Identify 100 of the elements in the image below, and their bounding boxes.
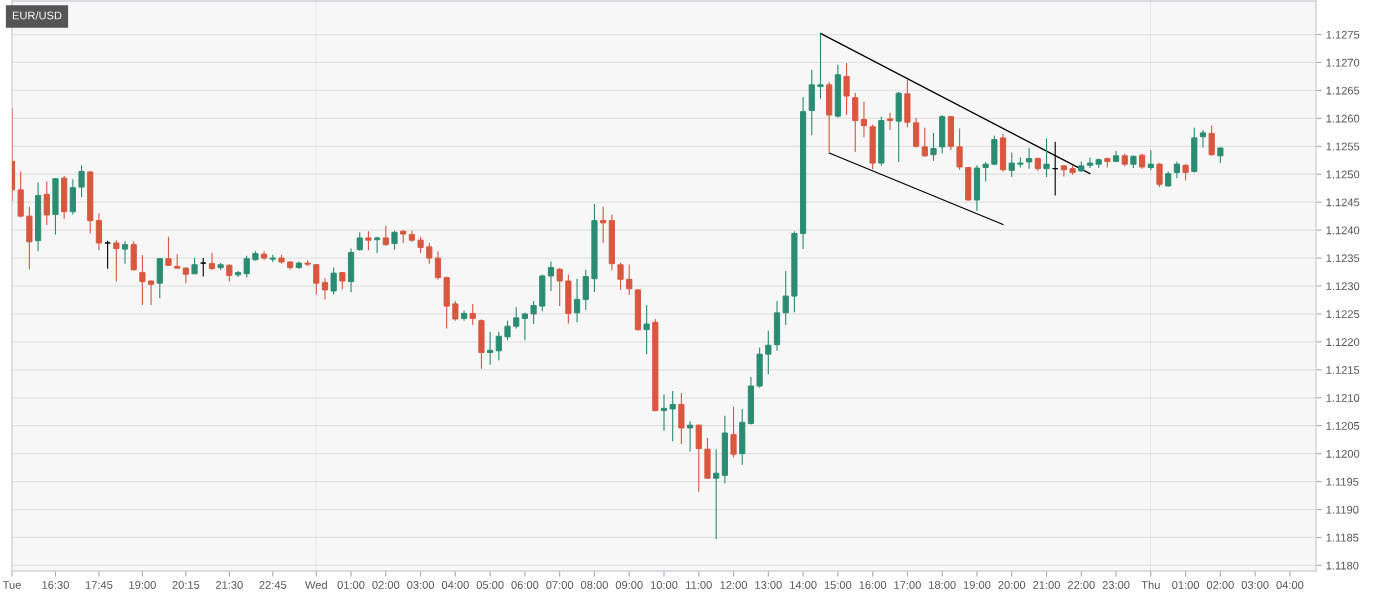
candlestick — [495, 331, 502, 361]
candlestick — [956, 127, 963, 171]
candlestick — [556, 267, 563, 307]
y-tick-label: 1.1245 — [1326, 198, 1360, 207]
x-tick-label: 20:00 — [998, 581, 1026, 589]
candlestick — [95, 212, 103, 251]
candlestick — [582, 269, 589, 311]
x-tick-label: 07:00 — [546, 581, 574, 589]
y-tick-label: 1.1270 — [1326, 58, 1360, 67]
y-tick-label: 1.1275 — [1326, 30, 1360, 39]
x-tick-label: 02:00 — [1206, 581, 1234, 589]
y-tick-label: 1.1255 — [1326, 142, 1360, 151]
x-tick-label: 22:00 — [1067, 581, 1095, 589]
candlestick — [521, 312, 528, 341]
candlestick — [1043, 137, 1050, 178]
x-tick-label: 16:30 — [42, 581, 69, 589]
x-tick-label: 01:00 — [1172, 581, 1200, 589]
x-tick-label: Thu — [1141, 580, 1160, 589]
candlestick — [713, 448, 720, 540]
candlestick — [139, 254, 146, 306]
candlestick — [573, 278, 581, 323]
x-tick-label: 19:00 — [129, 581, 156, 589]
x-tick-label: 06:00 — [511, 581, 539, 589]
x-tick-label: 03:00 — [407, 581, 435, 589]
candlestick — [686, 420, 694, 452]
candlestick — [208, 252, 216, 271]
candlestick — [817, 32, 824, 100]
candlestick — [504, 320, 511, 341]
candlestick — [843, 62, 850, 116]
y-tick-label: 1.1230 — [1326, 282, 1360, 291]
candlestick — [391, 230, 398, 251]
candlestick — [182, 267, 189, 284]
candlestick — [1147, 149, 1154, 171]
candlestick — [165, 236, 172, 267]
candlestick — [321, 277, 329, 300]
x-tick-label: 10:00 — [650, 581, 678, 589]
candlestick — [374, 236, 381, 254]
y-tick-label: 1.1240 — [1326, 226, 1360, 235]
candlestick — [669, 390, 676, 442]
candlestick — [426, 242, 433, 265]
candlestick — [1199, 129, 1207, 148]
candlestick — [860, 101, 868, 138]
text: EUR/USD — [12, 11, 62, 20]
candlestick — [1060, 164, 1067, 178]
x-tick-label: 03:00 — [1241, 581, 1269, 589]
x-tick-label: 08:00 — [580, 581, 608, 589]
x-tick-label: 02:00 — [372, 581, 400, 589]
candlestick — [852, 92, 859, 153]
candlestick — [600, 206, 607, 244]
y-tick-label: 1.1250 — [1326, 170, 1360, 179]
candlestick — [121, 240, 129, 265]
y-tick-label: 1.1190 — [1326, 505, 1359, 514]
x-tick-label: 04:00 — [441, 581, 469, 589]
x-tick-label: 17:00 — [894, 581, 921, 589]
y-tick-label: 1.1235 — [1326, 254, 1360, 263]
candlestick — [1156, 162, 1163, 188]
x-tick-label: Tue — [2, 581, 21, 589]
candlestick — [78, 164, 85, 198]
candlestick — [695, 424, 702, 493]
candlestick — [660, 393, 668, 432]
candlestick — [452, 300, 459, 322]
candlestick — [730, 406, 737, 459]
candlestick — [113, 239, 120, 283]
x-tick-label: 21:30 — [215, 581, 243, 589]
candlestick — [530, 300, 537, 325]
y-tick-label: 1.1180 — [1326, 561, 1359, 570]
y-tick-label: 1.1210 — [1326, 394, 1360, 402]
candlestick — [382, 225, 389, 247]
candlestick — [1026, 147, 1033, 170]
candlestick — [43, 180, 50, 226]
candlestick — [487, 331, 494, 366]
y-tick-label: 1.1185 — [1326, 533, 1359, 542]
x-tick-label: Wed — [304, 580, 327, 589]
candlestick — [148, 279, 155, 306]
candlestick — [434, 250, 442, 281]
x-tick-label: 12:00 — [720, 581, 748, 589]
x-tick-label: 17:45 — [85, 581, 113, 589]
x-tick-label: 16:00 — [859, 581, 887, 589]
candlestick — [913, 117, 920, 148]
x-tick-label: 23:00 — [1102, 581, 1130, 589]
candlestick — [921, 127, 928, 158]
candlestick — [782, 270, 789, 326]
candlestick — [200, 257, 207, 278]
y-tick-label: 1.1265 — [1326, 86, 1360, 95]
candlestick — [513, 306, 520, 330]
candlestick — [1208, 125, 1215, 157]
x-tick-label: 21:00 — [1033, 581, 1060, 589]
candlestick — [547, 260, 555, 292]
candlestick — [886, 112, 894, 131]
candlestick — [313, 263, 320, 295]
candlestick — [678, 392, 685, 445]
x-tick-label: 01:00 — [337, 581, 365, 589]
x-tick-label: 14:00 — [790, 581, 817, 589]
candlestick — [930, 132, 937, 162]
x-tick-label: 20:15 — [172, 581, 200, 589]
candlestick — [1008, 151, 1015, 178]
y-tick-label: 1.1215 — [1326, 366, 1360, 374]
x-tick-label: 11:00 — [686, 581, 712, 589]
candlestick — [330, 267, 337, 295]
x-tick-label: 19:00 — [963, 581, 991, 589]
